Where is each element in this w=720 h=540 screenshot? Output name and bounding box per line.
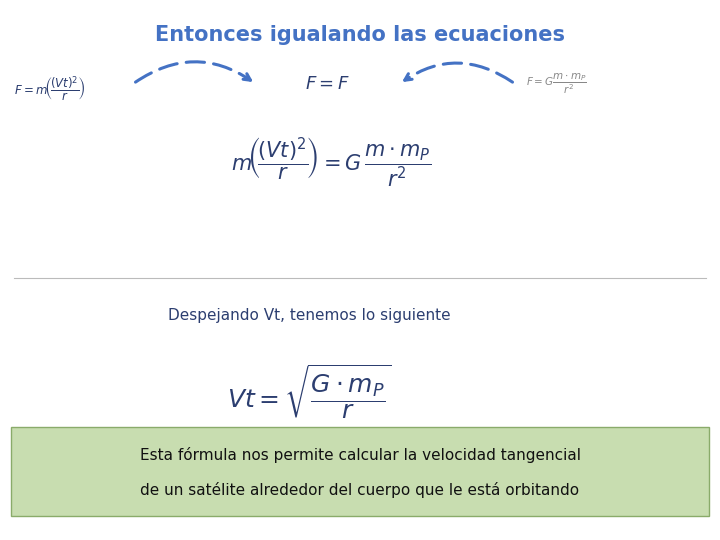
Text: de un satélite alrededor del cuerpo que le está orbitando: de un satélite alrededor del cuerpo que … (140, 482, 580, 498)
Text: $F = F$: $F = F$ (305, 75, 350, 93)
Text: $F = G\dfrac{m \cdot m_P}{r^2}$: $F = G\dfrac{m \cdot m_P}{r^2}$ (526, 71, 587, 96)
Text: Esta fórmula nos permite calcular la velocidad tangencial: Esta fórmula nos permite calcular la vel… (140, 447, 580, 463)
Text: $m\!\left(\!\dfrac{(Vt)^2}{r}\!\right) = G\,\dfrac{m \cdot m_P}{r^2}$: $m\!\left(\!\dfrac{(Vt)^2}{r}\!\right) =… (231, 135, 431, 189)
Text: Entonces igualando las ecuaciones: Entonces igualando las ecuaciones (155, 25, 565, 45)
FancyBboxPatch shape (11, 427, 709, 516)
Text: $F = m\!\left(\!\dfrac{(Vt)^2}{r}\!\right)$: $F = m\!\left(\!\dfrac{(Vt)^2}{r}\!\righ… (14, 75, 86, 104)
Text: Despejando Vt, tenemos lo siguiente: Despejando Vt, tenemos lo siguiente (168, 308, 451, 323)
Text: $Vt = \sqrt{\dfrac{G \cdot m_P}{r}}$: $Vt = \sqrt{\dfrac{G \cdot m_P}{r}}$ (228, 362, 392, 421)
